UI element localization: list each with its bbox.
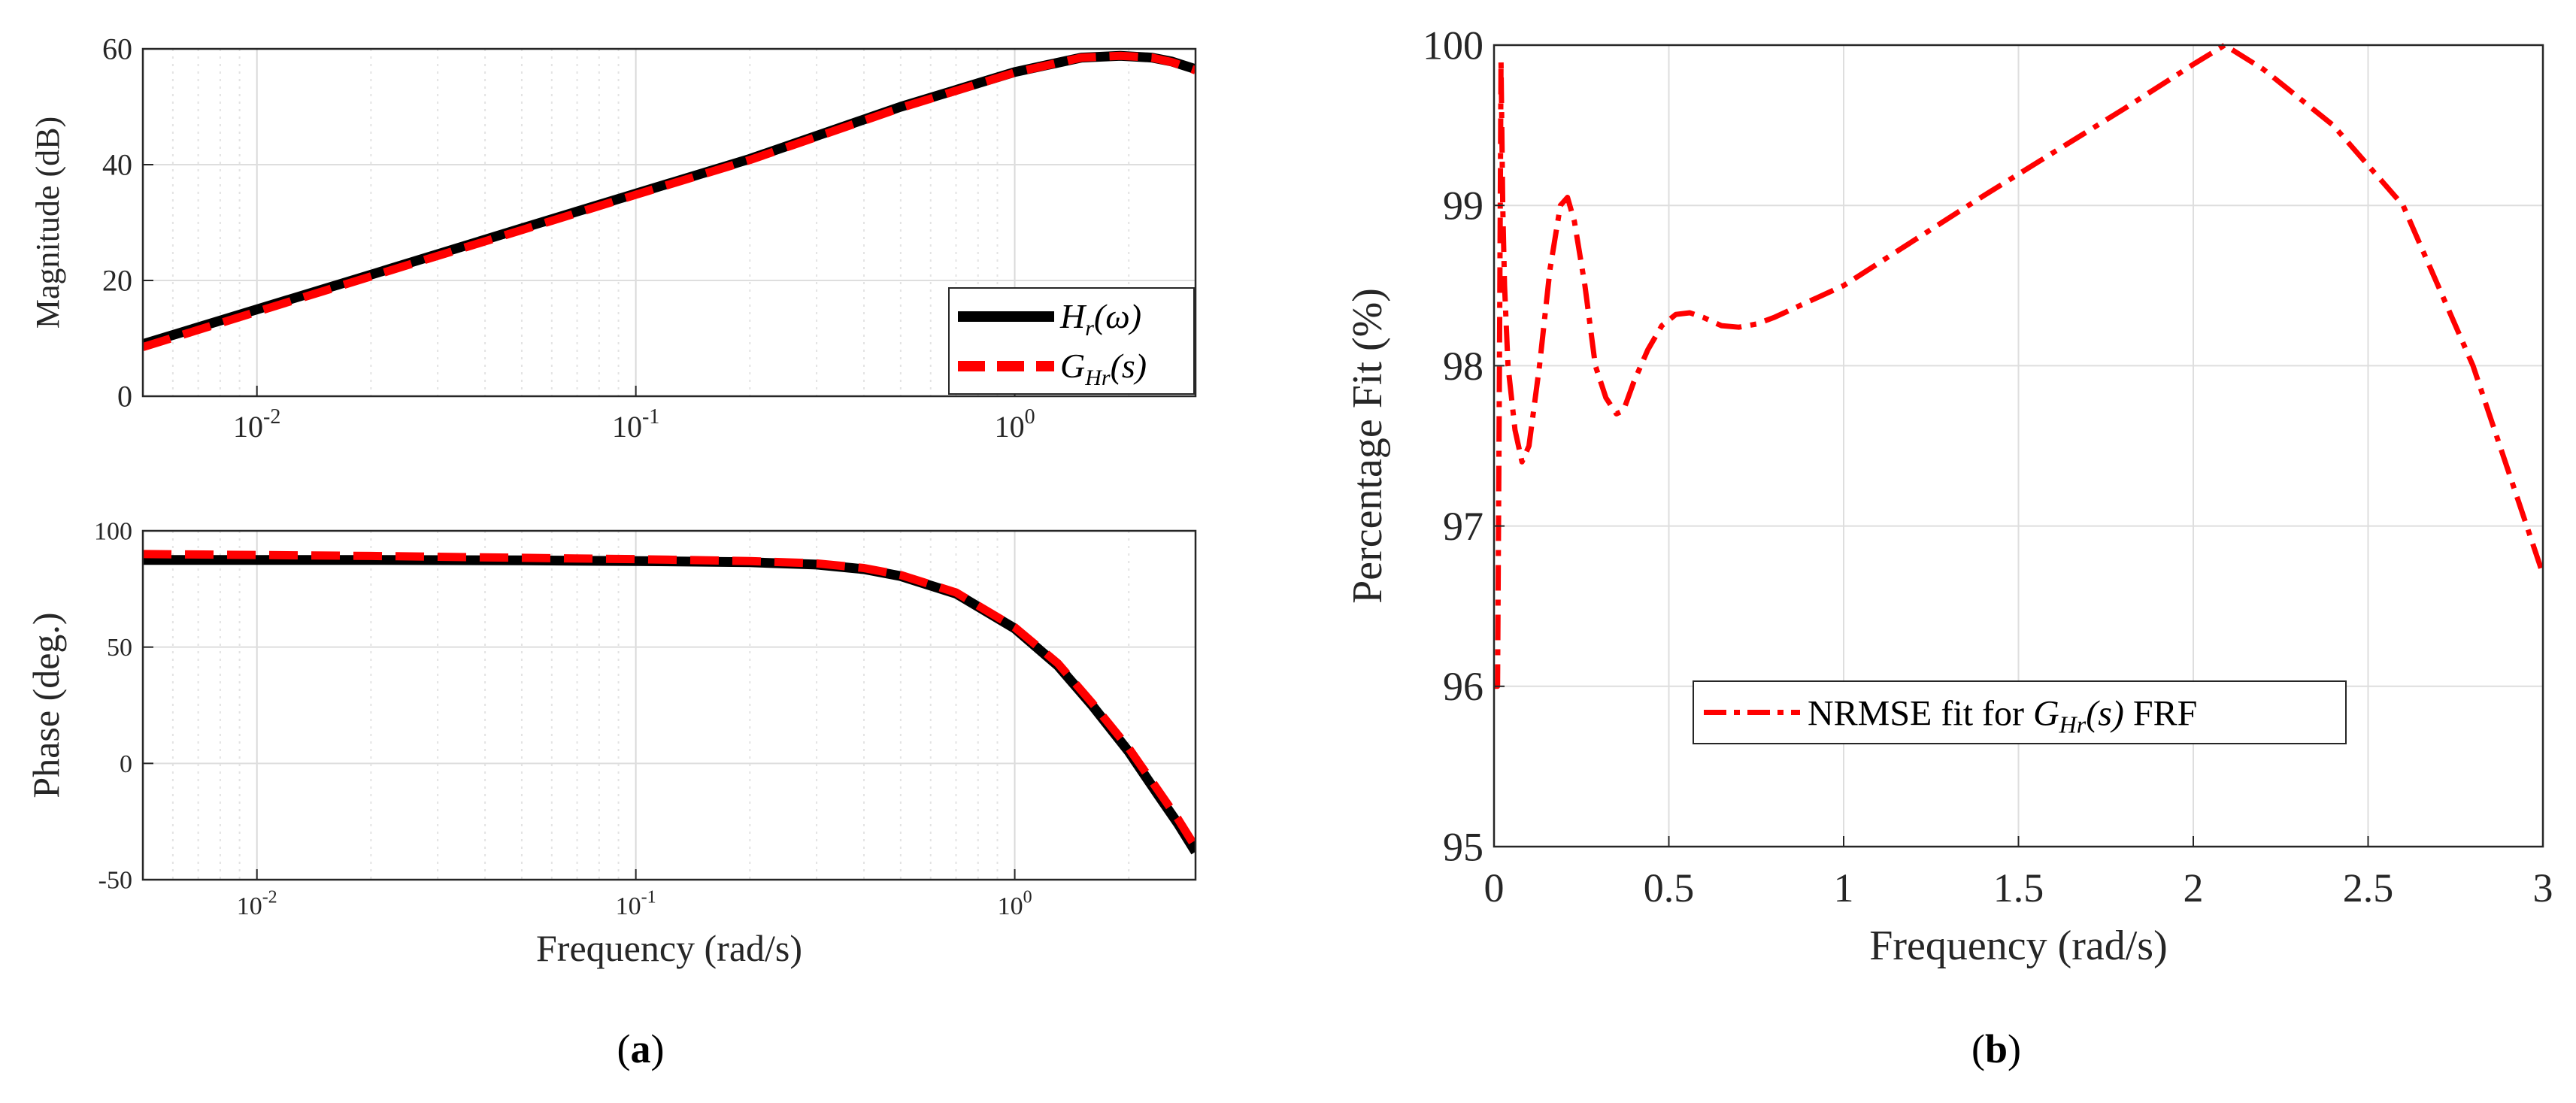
- tick-exp: 0: [1025, 405, 1035, 429]
- legend-arg: (ω): [1094, 297, 1141, 335]
- x-tick-label: 100: [998, 888, 1032, 920]
- x-tick-label: 1.5: [1993, 865, 2044, 911]
- tick-base: 10: [995, 410, 1025, 444]
- tick-base: 10: [998, 892, 1023, 920]
- tick-base: 10: [612, 410, 642, 444]
- tick-exp: -2: [262, 888, 277, 908]
- legend: Hr(ω)GHr(s): [948, 287, 1195, 395]
- x-tick-label: 3: [2533, 865, 2553, 911]
- series-line-a: [1494, 42, 2543, 689]
- y-tick-label: 20: [102, 264, 132, 298]
- y-tick-label: 95: [1443, 824, 1483, 869]
- axes-box: [141, 529, 1197, 881]
- x-tick-label: 0.5: [1644, 865, 1695, 911]
- legend-main: G: [2033, 694, 2059, 734]
- x-tick-label: 10-1: [612, 405, 659, 444]
- legend-main: G: [1060, 347, 1085, 385]
- series-group: [143, 50, 1196, 351]
- caption-a: (a): [617, 1026, 665, 1071]
- tick-exp: 0: [1023, 888, 1032, 908]
- y-tick-label: 98: [1443, 344, 1483, 389]
- x-axis-label: Frequency (rad/s): [1869, 923, 2168, 969]
- y-tick-label: 0: [120, 750, 132, 778]
- y-tick-label: 100: [94, 518, 132, 546]
- legend-label: Hr(ω): [1059, 297, 1141, 341]
- axes-box: [141, 47, 1197, 398]
- y-tick-label: 100: [1423, 23, 1483, 68]
- tick-base: 10: [233, 410, 263, 444]
- ticks: 95 96 97 98 99 100 0 0.5 1 1.5 2 2.5 3: [1423, 23, 2553, 911]
- legend-post: FRF: [2124, 694, 2197, 734]
- legend-label: GHr(s): [1060, 347, 1147, 390]
- fit-plot: 95 96 97 98 99 100 0 0.5 1 1.5 2 2.5 3 Percentage Fit…: [1344, 23, 2553, 969]
- y-tick-label: 0: [117, 380, 132, 414]
- y-tick-label: 60: [102, 32, 132, 66]
- legend-sub: Hr: [1084, 365, 1111, 390]
- x-tick-label: 10-1: [616, 888, 656, 920]
- tick-base: 10: [616, 892, 641, 920]
- legend-box: [1693, 680, 2347, 744]
- legend-sub: r: [1085, 316, 1094, 341]
- tick-base: 10: [237, 892, 262, 920]
- x-axis-label: Frequency (rad/s): [536, 927, 802, 969]
- legend-box: [948, 287, 1195, 395]
- legend: NRMSE fit for GHr(s) FRF: [1693, 680, 2347, 744]
- legend-arg: (s): [1111, 347, 1147, 385]
- caption-b: (b): [1971, 1026, 2021, 1071]
- y-axis-label: Percentage Fit (%): [1344, 288, 1391, 604]
- series-group: [143, 550, 1196, 855]
- x-tick-label: 10-2: [237, 888, 277, 920]
- plot-area: [143, 531, 1196, 880]
- x-tick-label: 1: [1834, 865, 1854, 911]
- tick-exp: -1: [642, 405, 659, 429]
- series-line-b: [143, 51, 1196, 351]
- legend-sub: Hr: [2059, 711, 2087, 738]
- y-tick-label: 40: [102, 148, 132, 182]
- x-tick-label: 2: [2184, 865, 2204, 911]
- x-tick-label: 10-2: [233, 405, 280, 444]
- legend-arg: (s): [2086, 694, 2124, 734]
- x-tick-label: 100: [995, 405, 1035, 444]
- tick-exp: -1: [641, 888, 656, 908]
- y-tick-label: 97: [1443, 504, 1483, 549]
- legend-main: H: [1059, 297, 1087, 335]
- series-line-b: [143, 550, 1196, 850]
- y-tick-label: 50: [107, 634, 132, 662]
- y-axis-label: Phase (deg.): [25, 612, 67, 798]
- y-tick-label: 96: [1443, 664, 1483, 709]
- legend-pre: NRMSE fit for: [1808, 694, 2033, 734]
- legend-label: NRMSE fit for GHr(s) FRF: [1808, 694, 2197, 738]
- x-tick-label: 0: [1484, 865, 1505, 911]
- tick-exp: -2: [263, 405, 280, 429]
- series-group: [1494, 42, 2543, 689]
- y-axis-label: Magnitude (dB): [29, 117, 66, 329]
- x-tick-label: 2.5: [2343, 865, 2394, 911]
- y-tick-label: -50: [98, 867, 132, 895]
- y-tick-label: 99: [1443, 183, 1483, 229]
